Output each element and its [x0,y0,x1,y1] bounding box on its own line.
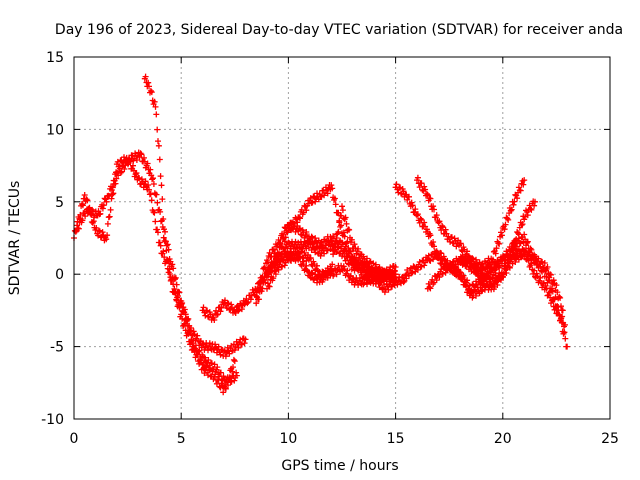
plot-frame [73,56,611,420]
marker-path [456,246,568,330]
y-tick-labels: -10 -5 0 5 10 15 [41,50,64,428]
x-tick-labels: 0 5 10 15 20 25 [70,431,619,447]
series-track-13 [456,246,568,330]
y-tick-label: -5 [50,340,64,356]
y-tick-label: 0 [55,267,64,283]
series-track-8 [264,248,410,296]
x-tick-label: 20 [494,431,512,447]
marker-path [264,248,410,296]
x-tick-label: 0 [70,431,79,447]
x-tick-label: 15 [387,431,405,447]
y-tick-label: -10 [41,412,64,428]
y-axis-label: SDTVAR / TECUs [7,181,23,296]
y-tick-label: 5 [55,195,64,211]
grid-lines [74,57,610,419]
x-tick-label: 10 [279,431,297,447]
data-series [71,73,571,396]
x-tick-label: 5 [177,431,186,447]
chart-title: Day 196 of 2023, Sidereal Day-to-day VTE… [55,22,623,38]
y-tick-label: 15 [46,50,64,66]
y-tick-label: 10 [46,122,64,138]
marker-path [141,73,249,360]
axis-ticks [73,56,611,420]
series-track-3 [141,73,249,360]
x-axis-label: GPS time / hours [281,458,398,474]
x-tick-label: 25 [601,431,619,447]
